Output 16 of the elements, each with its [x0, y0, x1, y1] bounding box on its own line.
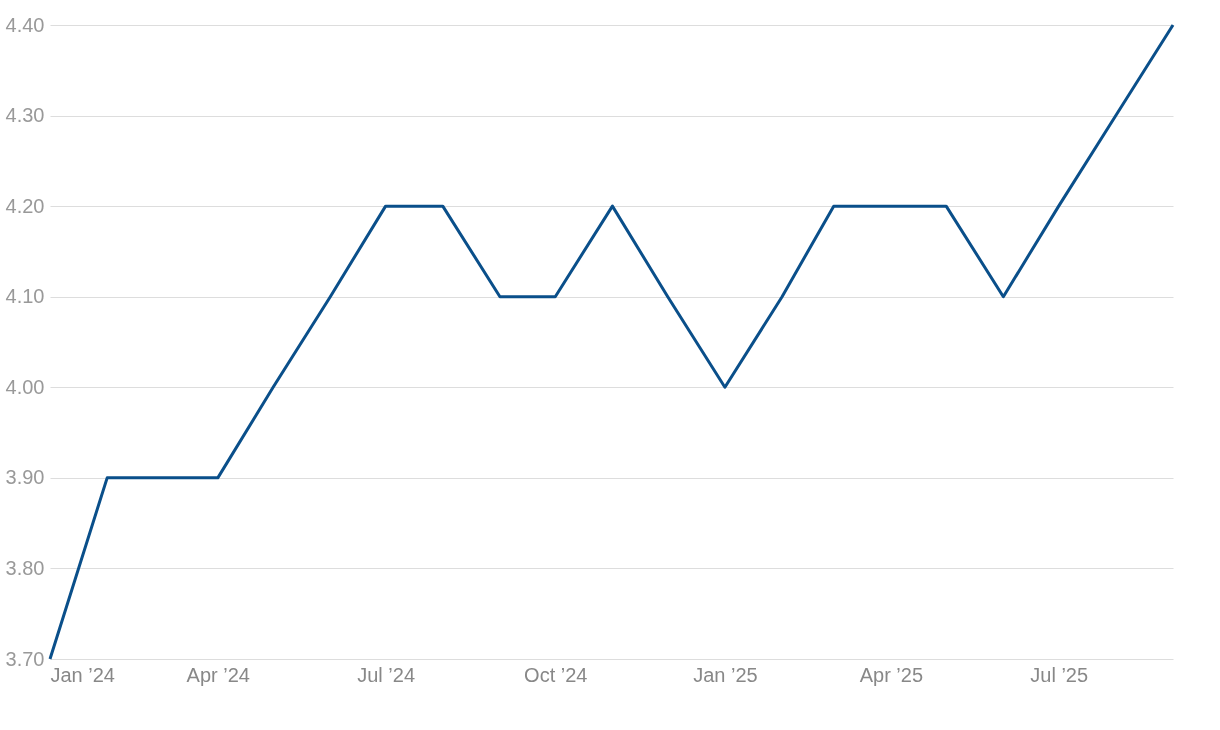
- y-tick-label: 3.90: [5, 466, 45, 489]
- x-tick-label: Apr ’24: [186, 663, 250, 686]
- y-tick-label: 3.70: [5, 647, 45, 670]
- x-tick-label: Jul ’24: [357, 663, 416, 686]
- x-tick-label: Jul ’25: [1030, 663, 1089, 686]
- y-tick-label: 4.00: [5, 375, 45, 398]
- x-tick-label: Jan ’24: [50, 663, 115, 686]
- x-tick-label: Jan ’25: [693, 663, 758, 686]
- x-tick-label: Oct ’24: [524, 663, 588, 686]
- y-tick-label: 3.80: [5, 556, 45, 579]
- y-tick-label: 4.20: [5, 194, 45, 217]
- y-tick-label: 4.40: [5, 13, 45, 36]
- y-tick-label: 4.10: [5, 285, 45, 308]
- y-tick-label: 4.30: [5, 104, 45, 127]
- x-tick-label: Apr ’25: [859, 663, 924, 686]
- line-series: [48, 23, 1175, 661]
